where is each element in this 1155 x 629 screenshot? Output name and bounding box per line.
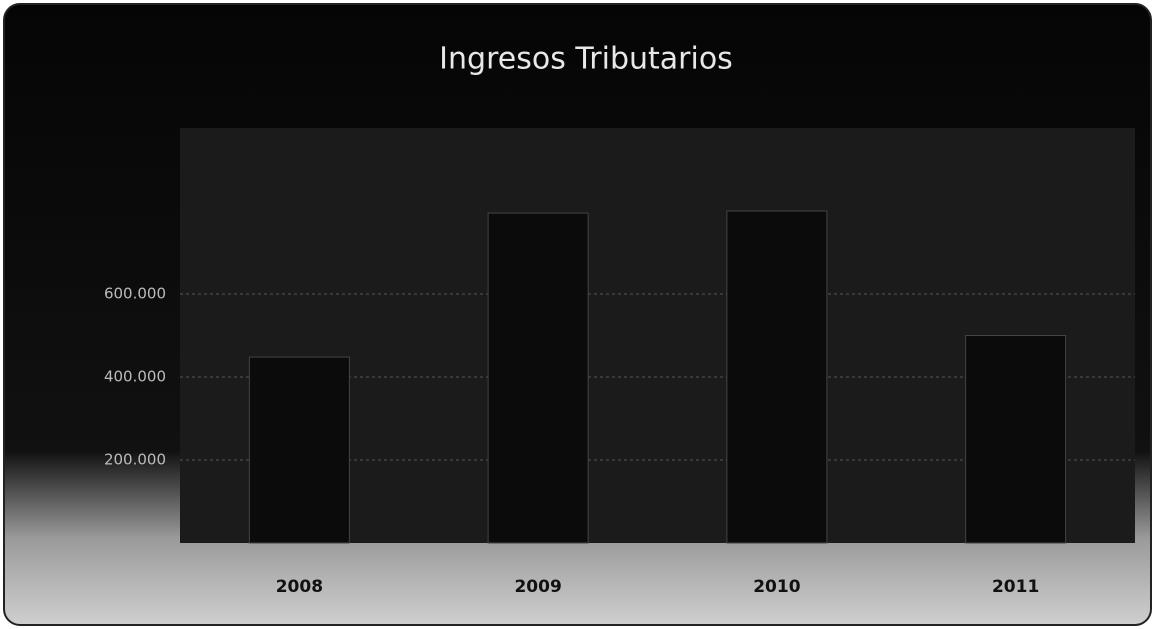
bar [248, 356, 350, 544]
chart-title: Ingresos Tributarios [439, 42, 733, 77]
y-tick-label: 600.000 [104, 285, 166, 303]
x-tick-label: 2008 [276, 577, 323, 597]
bar [726, 210, 828, 544]
y-tick-label: 400.000 [104, 368, 166, 386]
bar [487, 212, 589, 544]
x-tick-label: 2010 [753, 577, 800, 597]
bar [965, 335, 1067, 544]
y-tick-label: 200.000 [104, 451, 166, 469]
x-tick-label: 2011 [992, 577, 1039, 597]
x-tick-label: 2009 [514, 577, 561, 597]
